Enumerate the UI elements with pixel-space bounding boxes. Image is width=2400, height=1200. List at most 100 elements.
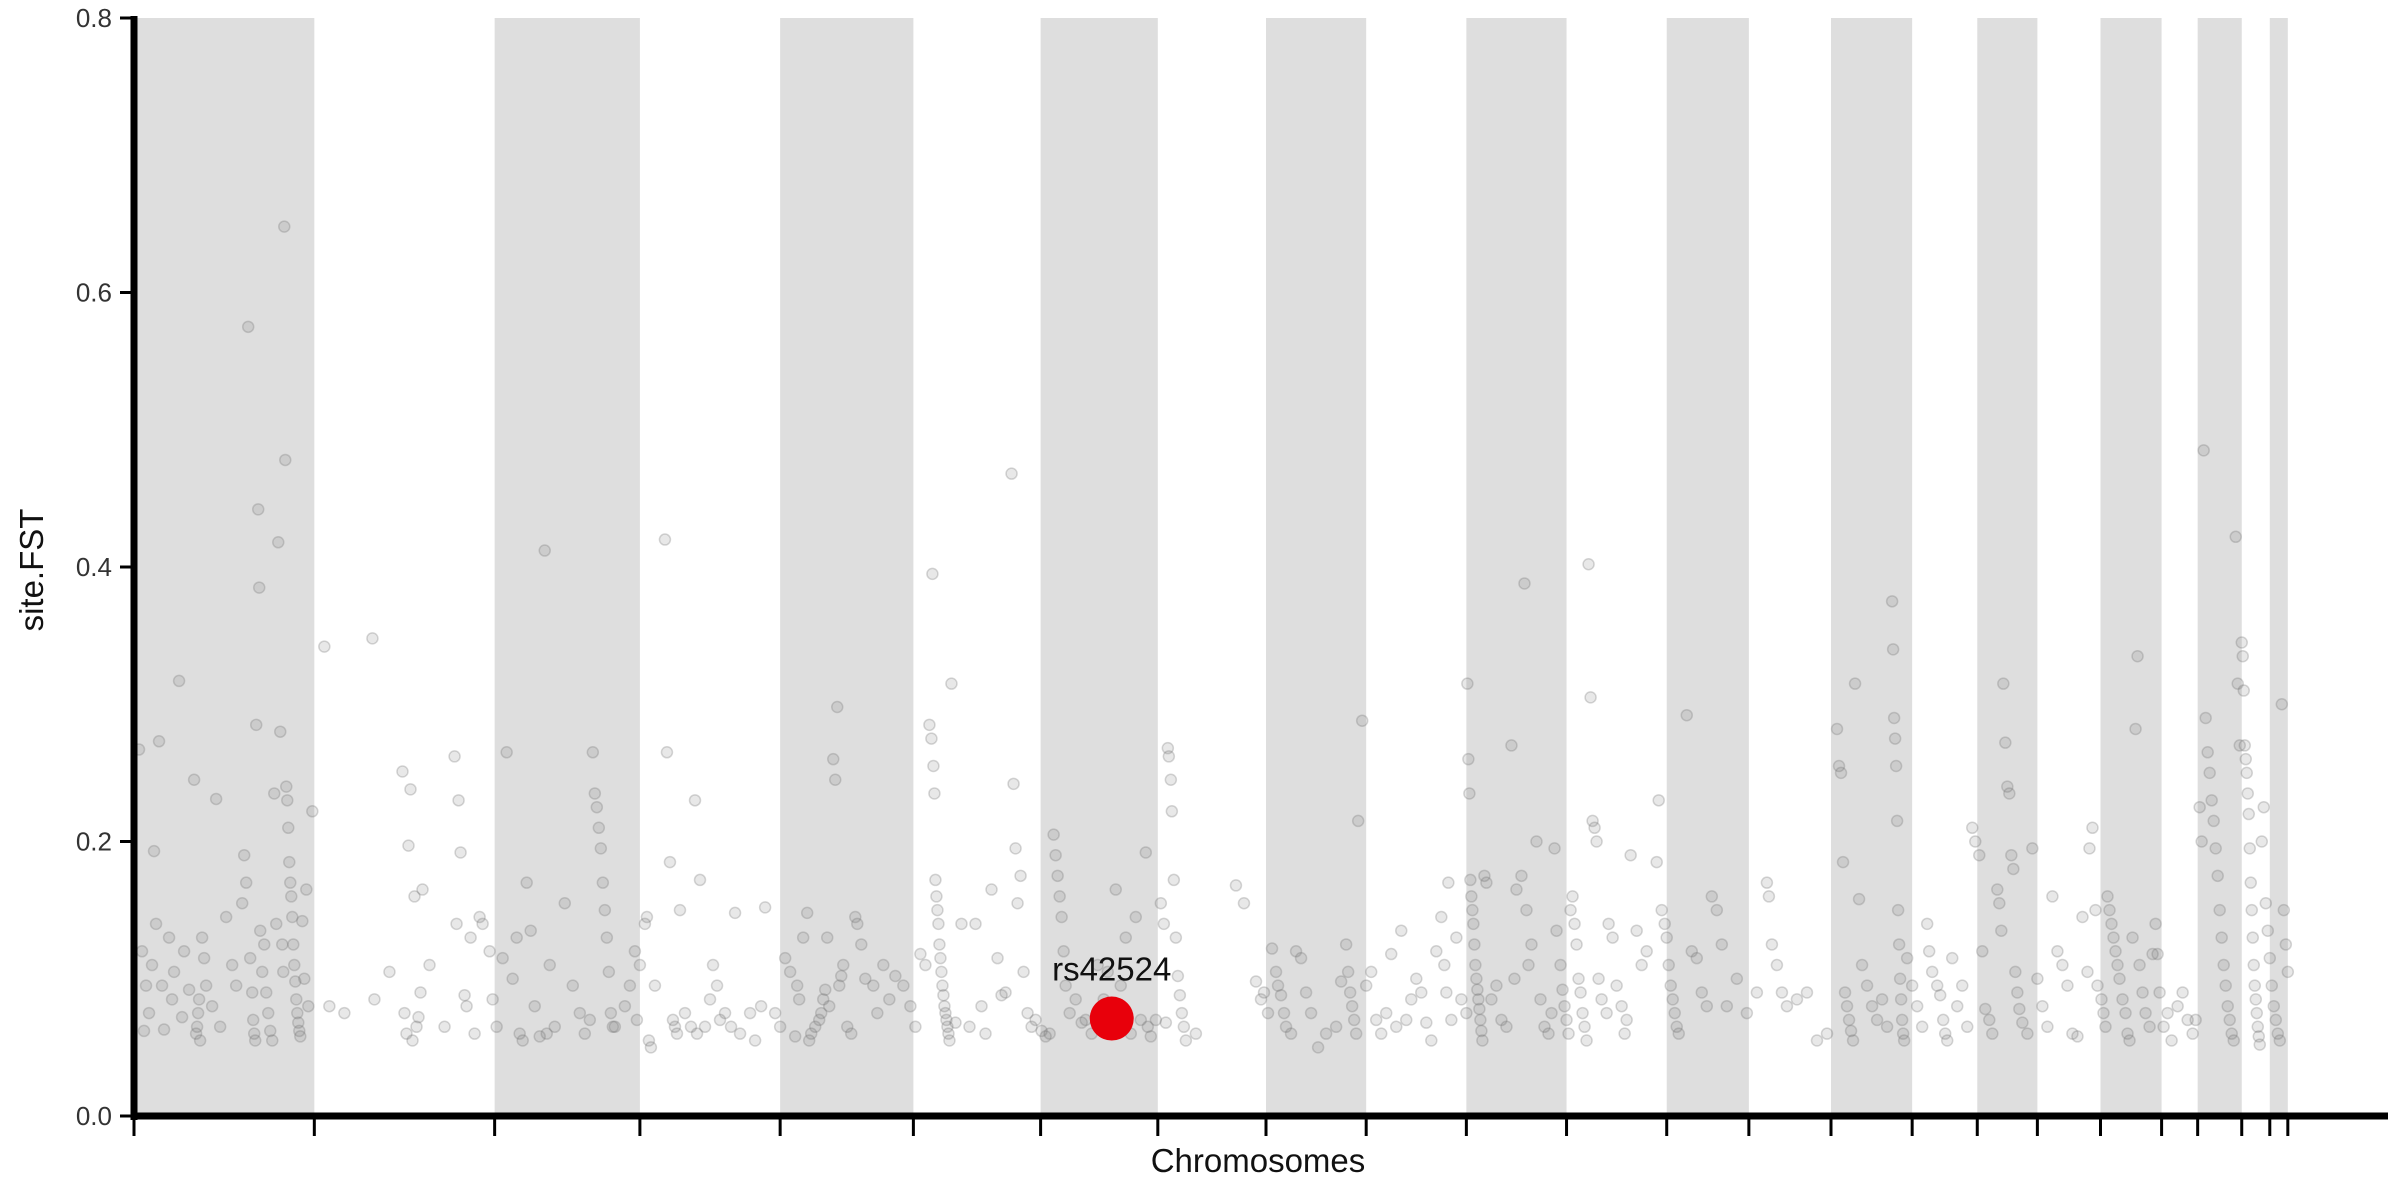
snp-point: [2123, 1034, 2136, 1047]
snp-point: [602, 965, 616, 979]
snp-point: [1154, 897, 1168, 910]
snp-point: [2107, 931, 2120, 944]
snp-point: [1420, 1016, 1433, 1029]
snp-point: [486, 993, 499, 1006]
snp-point: [205, 999, 219, 1013]
snp-point: [175, 1010, 189, 1024]
snp-point: [2153, 986, 2166, 999]
snp-point: [406, 1034, 419, 1047]
snp-point: [670, 1027, 684, 1040]
snp-point: [1500, 1020, 1513, 1034]
chromosome-band: [1977, 18, 2038, 1116]
snp-point: [2151, 947, 2164, 961]
snp-point: [1261, 1006, 1275, 1020]
snp-point: [706, 958, 720, 972]
snp-point: [1887, 711, 1901, 725]
snp-point: [594, 842, 608, 855]
snp-point: [628, 945, 642, 958]
snp-point: [833, 979, 846, 992]
snp-point: [187, 773, 201, 786]
snp-point: [2281, 965, 2295, 979]
snp-point: [1880, 1020, 1894, 1034]
snp-point: [2273, 1034, 2287, 1047]
snp-point: [302, 999, 315, 1013]
snp-point: [1329, 1020, 1343, 1034]
snp-point: [2207, 814, 2220, 828]
snp-point: [1465, 890, 1478, 903]
snp-point: [2009, 965, 2022, 979]
snp-point: [1586, 814, 1599, 828]
snp-point: [298, 972, 311, 985]
snp-point: [543, 958, 556, 972]
snp-point: [283, 855, 296, 869]
snp-point: [1379, 1006, 1393, 1020]
snp-point: [1660, 931, 1673, 944]
snp-point: [257, 938, 271, 951]
snp-point: [528, 999, 541, 1013]
snp-point: [710, 979, 724, 992]
snp-point: [496, 951, 509, 965]
snp-point: [1530, 835, 1543, 848]
snp-point: [1438, 958, 1451, 972]
snp-point: [2193, 800, 2206, 814]
snp-point: [1685, 945, 1699, 958]
snp-point: [1159, 1016, 1173, 1029]
snp-point: [2056, 958, 2069, 972]
snp-point: [400, 1027, 413, 1040]
snp-point: [933, 938, 946, 951]
snp-point: [1770, 958, 1784, 972]
snp-point: [1478, 869, 1491, 883]
snp-point: [533, 1030, 546, 1043]
snp-point: [768, 1006, 782, 1020]
snp-point: [963, 1020, 976, 1034]
snp-point: [1558, 999, 1571, 1013]
snp-point: [261, 1006, 275, 1020]
snp-point: [598, 903, 612, 917]
snp-point: [1450, 931, 1463, 944]
axes: 0.0 0.2 0.4 0.6 0.8: [76, 3, 2388, 1136]
snp-point: [660, 746, 674, 759]
snp-point: [2146, 947, 2159, 961]
snp-point: [137, 1024, 151, 1038]
y-tick-label: 0.0: [76, 1101, 112, 1131]
snp-point: [851, 917, 864, 931]
snp-point: [2071, 1030, 2084, 1043]
snp-point: [416, 883, 429, 896]
snp-points: [132, 220, 2295, 1054]
snp-point: [1592, 972, 1605, 985]
snp-point: [1568, 917, 1581, 931]
snp-point: [820, 931, 834, 944]
snp-point: [1149, 1013, 1163, 1027]
snp-point: [790, 979, 804, 992]
snp-point: [1550, 924, 1563, 937]
snp-point: [167, 965, 181, 979]
snp-point: [1051, 869, 1064, 883]
snp-point: [1542, 1027, 1555, 1040]
snp-point: [338, 1006, 351, 1020]
snp-point: [1979, 1002, 1992, 1016]
snp-point: [1059, 979, 1072, 992]
snp-point: [500, 746, 513, 759]
snp-point: [904, 999, 917, 1013]
snp-point: [1930, 979, 1944, 992]
snp-point: [2103, 903, 2116, 917]
snp-point: [713, 1013, 727, 1027]
snp-point: [2242, 807, 2256, 821]
snp-point: [690, 1027, 704, 1040]
snp-point: [1017, 965, 1030, 979]
snp-point: [1508, 972, 1521, 985]
snp-point: [1840, 999, 1854, 1013]
snp-point: [510, 931, 523, 944]
snp-point: [2233, 739, 2246, 752]
snp-point: [592, 821, 606, 835]
snp-point: [658, 533, 672, 546]
snp-point: [1580, 1034, 1593, 1047]
snp-point: [2249, 993, 2263, 1006]
snp-point: [152, 735, 166, 748]
snp-point: [1615, 999, 1628, 1013]
snp-point: [265, 1034, 279, 1047]
snp-point: [802, 1034, 816, 1047]
snp-point: [743, 1006, 757, 1020]
snp-point: [1129, 910, 1143, 924]
snp-point: [2139, 1006, 2152, 1020]
